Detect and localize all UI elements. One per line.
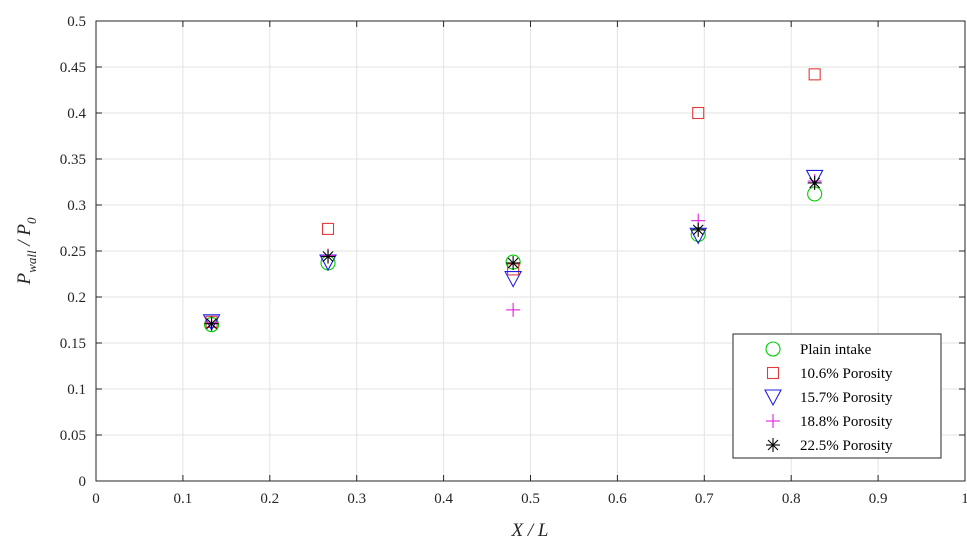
data-point-asterisk (691, 222, 706, 237)
y-tick-label: 0.15 (60, 336, 86, 352)
legend-marker-asterisk (766, 438, 780, 452)
legend: Plain intake 10.6% Porosity 15.7% Porosity… (732, 333, 942, 459)
x-tick-label: 0.8 (782, 491, 801, 507)
x-tick-label: 0.4 (434, 491, 453, 507)
y-axis-label-s2: 0 (24, 217, 39, 224)
legend-item: Plain intake (765, 341, 872, 358)
data-marks (202, 68, 824, 333)
triangle-shape (805, 169, 824, 187)
square-shape (766, 366, 780, 380)
triangle-shape (504, 271, 523, 288)
legend-marker-triangle-down (764, 389, 782, 407)
y-tick-label: 0.45 (60, 60, 86, 76)
legend-marker-plus (766, 414, 780, 428)
legend-label: 10.6% Porosity (800, 366, 893, 382)
ast-d2 (767, 439, 779, 451)
y-tick-label: 0 (79, 474, 87, 490)
legend-item: 15.7% Porosity (764, 389, 893, 407)
ast-d2 (206, 318, 217, 330)
y-tick-label: 0.5 (67, 14, 86, 30)
y-axis-label-sep: / (14, 236, 35, 251)
ast-d2 (809, 177, 821, 189)
x-tick-label: 0.9 (869, 491, 888, 507)
x-tick-label: 1 (961, 491, 967, 507)
legend-label: 18.8% Porosity (800, 414, 893, 430)
square-shape (321, 222, 335, 235)
data-point-asterisk (321, 249, 336, 264)
y-axis-label-s1: wall (24, 250, 39, 273)
x-axis-label-main: X (511, 520, 525, 539)
legend-label: Plain intake (800, 342, 872, 358)
legend-label: 22.5% Porosity (800, 438, 893, 454)
data-point-square (808, 68, 821, 81)
circle-shape (765, 341, 781, 357)
data-point-asterisk (506, 255, 521, 270)
y-axis-label-p2: P (14, 224, 35, 237)
legend-label: 15.7% Porosity (800, 390, 893, 406)
data-point-plus (506, 302, 521, 317)
y-tick-label: 0.05 (60, 428, 86, 444)
legend-marker-square (766, 366, 780, 380)
y-tick-label: 0.4 (67, 106, 86, 122)
x-tick-label: 0.3 (347, 491, 366, 507)
ast-d2 (322, 251, 334, 262)
data-point-square (692, 106, 705, 120)
x-tick-label: 0.2 (260, 491, 279, 507)
y-tick-label: 0.35 (60, 152, 86, 168)
data-point-square (321, 222, 335, 235)
legend-item: 18.8% Porosity (766, 414, 893, 430)
ast-d2 (507, 257, 519, 269)
y-axis-label-p1: P (14, 272, 35, 285)
x-tick-label: 0.7 (695, 491, 714, 507)
data-point-triangle-down (805, 169, 824, 187)
x-tick-label: 0 (92, 491, 100, 507)
x-tick-label: 0.1 (174, 491, 193, 507)
axis-ticks: 0 0.1 0.2 0.3 0.4 0.5 0.6 0.7 0.8 0.9 1 0 0.05 0.1 0.1… (60, 14, 967, 507)
data-point-asterisk (807, 175, 822, 190)
x-axis-label-denom: L (537, 520, 549, 539)
y-tick-label: 0.3 (67, 198, 86, 214)
x-axis-label: X / L (511, 520, 549, 539)
square-shape (808, 68, 821, 81)
triangle-shape (764, 389, 782, 407)
legend-marker-circle (765, 341, 781, 357)
y-axis-label: Pwall / P0 (14, 217, 39, 285)
y-tick-label: 0.25 (60, 244, 86, 260)
x-tick-label: 0.6 (608, 491, 627, 507)
y-tick-label: 0.2 (67, 290, 86, 306)
y-tick-label: 0.1 (67, 382, 86, 398)
data-point-triangle-down (504, 271, 523, 288)
data-point-asterisk (204, 316, 219, 331)
legend-item: 22.5% Porosity (766, 438, 893, 454)
ast-d2 (692, 224, 704, 236)
square-shape (692, 106, 705, 120)
x-tick-label: 0.5 (521, 491, 540, 507)
x-axis-label-sep: / (523, 520, 538, 539)
legend-item: 10.6% Porosity (766, 366, 893, 382)
